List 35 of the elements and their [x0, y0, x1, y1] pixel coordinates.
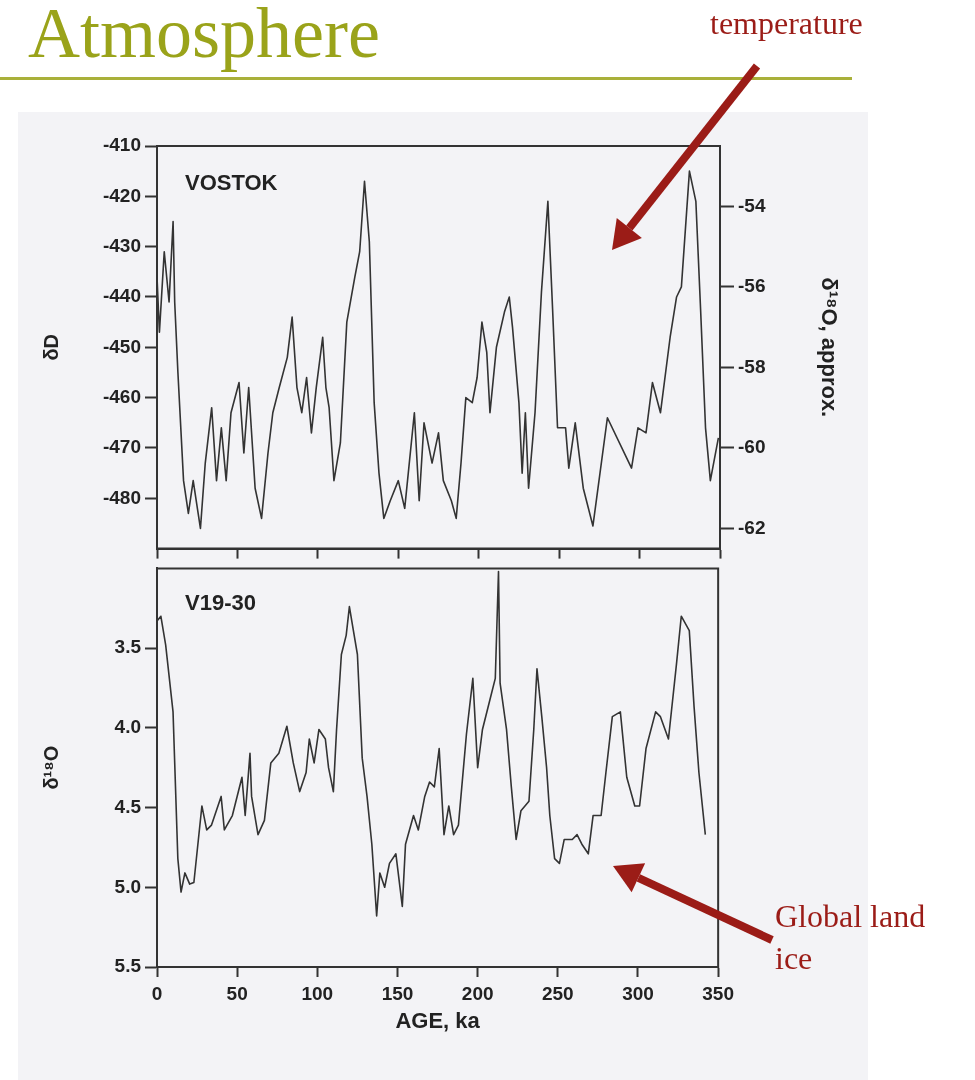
- y-tick-label: -470: [102, 436, 141, 458]
- text: Global land ice: [775, 897, 927, 978]
- x-axis-title: AGE, ka: [395, 1007, 481, 1033]
- y-tick-label: -480: [102, 486, 141, 508]
- y-tick-label: -420: [102, 184, 141, 206]
- y-tick-label: -450: [102, 335, 141, 357]
- y-axis-title: δ¹⁸O: [39, 745, 62, 790]
- x-tick-label: 350: [702, 982, 734, 1004]
- annotation: VOSTOK: [185, 170, 278, 196]
- y-tick-label: -460: [102, 385, 141, 407]
- x-tick-label: 250: [541, 982, 574, 1004]
- y-axis-title: δD: [39, 334, 62, 361]
- y2-tick-label: -62: [738, 516, 766, 538]
- y-tick-label: -430: [102, 234, 141, 256]
- y-tick-label: -440: [102, 285, 141, 307]
- text: temperature: [710, 4, 864, 43]
- x-tick-label: 50: [226, 982, 248, 1004]
- y2-tick-label: -58: [738, 355, 766, 377]
- y-tick-label: 4.5: [114, 795, 142, 817]
- y-tick-label: 5.5: [114, 955, 142, 977]
- y2-axis-title: δ¹⁸O, approx.: [816, 277, 842, 418]
- x-tick-label: 150: [381, 982, 414, 1004]
- chart-title: Atmosphere: [28, 0, 380, 75]
- y2-tick-label: -54: [738, 194, 766, 216]
- y-tick-label: -410: [102, 134, 141, 156]
- x-tick-label: 200: [461, 982, 494, 1004]
- y2-tick-label: -60: [738, 436, 766, 458]
- x-tick-label: 100: [301, 982, 334, 1004]
- x-tick-label: 300: [622, 982, 654, 1004]
- x-tick-label: 0: [151, 982, 163, 1004]
- y2-tick-label: -56: [738, 275, 766, 297]
- y-tick-label: 4.0: [114, 716, 141, 738]
- annotation: V19-30: [185, 590, 256, 616]
- y-tick-label: 3.5: [114, 636, 142, 658]
- y-tick-label: 5.0: [114, 875, 141, 897]
